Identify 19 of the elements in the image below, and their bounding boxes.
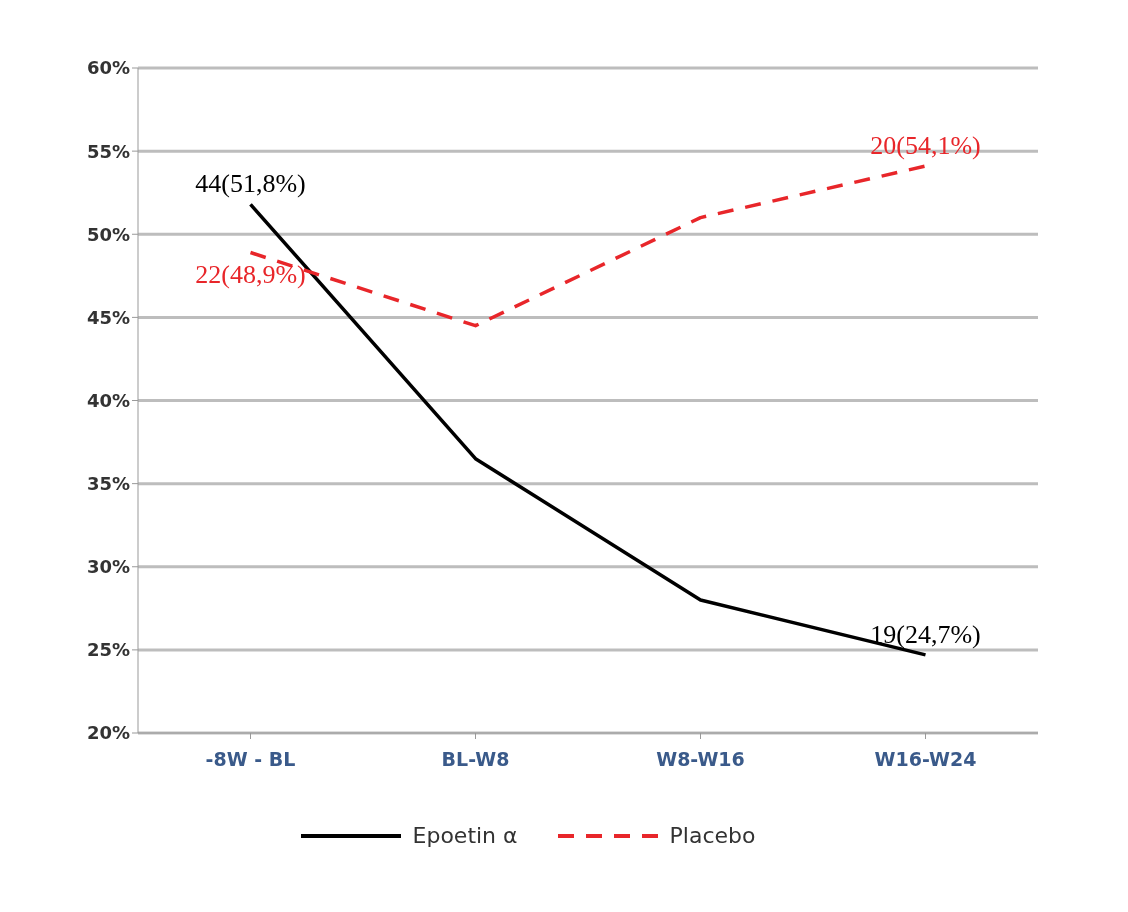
y-tick-label: 25% xyxy=(86,639,130,661)
x-tick-label: W16-W24 xyxy=(874,748,977,771)
legend-label: Placebo xyxy=(669,823,756,848)
y-tick-label: 40% xyxy=(86,389,130,411)
annotation: 20(54,1%) xyxy=(870,131,981,161)
legend-label: Epoetin α xyxy=(412,823,518,848)
x-tick-label: -8W - BL xyxy=(205,748,296,771)
y-tick-label: 45% xyxy=(86,306,130,328)
y-tick-label: 55% xyxy=(86,140,130,162)
y-tick-label: 20% xyxy=(86,722,130,744)
y-tick-label: 35% xyxy=(86,473,130,495)
annotation: 44(51,8%) xyxy=(195,169,306,199)
x-tick-label: BL-W8 xyxy=(441,748,510,771)
annotation: 19(24,7%) xyxy=(870,619,981,649)
x-tick-label: W8-W16 xyxy=(656,748,745,771)
y-tick-label: 50% xyxy=(86,223,130,245)
annotation: 22(48,9%) xyxy=(195,260,306,289)
y-tick-label: 30% xyxy=(86,556,130,578)
y-tick-label: 60% xyxy=(86,57,130,79)
